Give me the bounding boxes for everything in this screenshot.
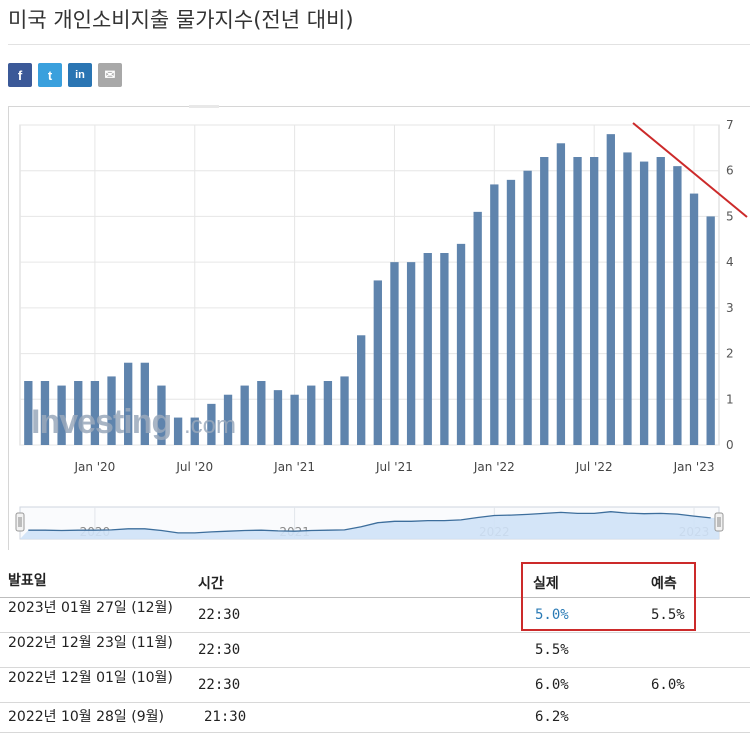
header-time[interactable]: 시간 (198, 576, 224, 592)
header-forecast[interactable]: 예측 (651, 576, 677, 592)
linkedin-icon[interactable]: in (68, 63, 92, 87)
bar (323, 381, 333, 445)
twitter-icon[interactable]: t (38, 63, 62, 87)
table-row: 2022년 12월 01일 (10월) 22:30 6.0% 6.0% (0, 668, 750, 703)
bar (606, 134, 615, 445)
row-forecast: 6.0% (651, 677, 685, 693)
header-date[interactable]: 발표일 (8, 573, 47, 589)
row-time: 22:30 (198, 607, 241, 623)
watermark-logo: Investing (31, 403, 171, 441)
email-icon[interactable]: ✉ (98, 63, 122, 87)
bar (340, 376, 349, 445)
bar (590, 157, 599, 445)
bar (623, 152, 632, 445)
bar (107, 376, 116, 445)
bar (357, 335, 366, 445)
chart-tab-handle (189, 105, 219, 108)
table-header-row: 발표일 시간 실제 예측 (0, 566, 750, 598)
y-tick-label: 6 (726, 164, 734, 178)
navigator-handle-left[interactable] (15, 512, 25, 532)
bar (273, 390, 283, 445)
y-tick-label: 0 (726, 438, 734, 452)
bar (124, 362, 133, 445)
bar (473, 211, 482, 445)
share-bar: f t in ✉ (8, 63, 122, 87)
bar (490, 184, 499, 445)
page-title: 미국 개인소비지출 물가지수(전년 대비) (8, 8, 354, 32)
x-tick-label: Jul '20 (175, 460, 213, 474)
table-row: 2022년 12월 23일 (11월) 22:30 5.5% (0, 633, 750, 668)
bar (540, 157, 549, 445)
row-time: 21:30 (204, 709, 247, 725)
row-date: 2022년 12월 01일 (10월) (8, 670, 173, 686)
bar (673, 166, 682, 445)
y-tick-label: 5 (726, 209, 734, 223)
table-row: 2022년 10월 28일 (9월) 21:30 6.2% (0, 703, 750, 733)
watermark-logo-suffix: .com (184, 412, 236, 439)
bar (257, 381, 266, 445)
bar (573, 157, 582, 445)
row-time: 22:30 (198, 677, 241, 693)
title-divider (8, 44, 750, 45)
annotation-line (632, 122, 748, 218)
bar (74, 381, 83, 445)
x-tick-label: Jul '22 (575, 460, 613, 474)
x-tick-label: Jan '21 (273, 460, 315, 474)
bar (406, 262, 416, 445)
release-table: 발표일 시간 실제 예측 2023년 01월 27일 (12월) 22:30 5… (0, 566, 750, 733)
pce-bar-chart: 0 1 2 3 4 5 6 7 Jan '20 Jul '20 Jan '21 Jul '21 Jan … (15, 118, 748, 540)
actual-forecast-highlight (521, 562, 696, 631)
bar (639, 161, 649, 446)
row-forecast: 5.5% (651, 607, 685, 623)
y-tick-label: 2 (726, 347, 734, 361)
row-date: 2022년 12월 23일 (11월) (8, 635, 173, 651)
bar (456, 243, 466, 445)
row-actual: 6.2% (535, 709, 569, 725)
bar (689, 193, 699, 445)
bar (390, 262, 399, 445)
bar (506, 179, 516, 445)
bar (24, 381, 33, 445)
y-tick-label: 3 (726, 301, 734, 315)
y-tick-label: 1 (726, 392, 734, 406)
x-tick-label: Jul '21 (375, 460, 413, 474)
bar (90, 381, 100, 445)
bar (556, 143, 566, 445)
x-tick-label: Jan '20 (73, 460, 115, 474)
bar (240, 385, 249, 445)
table-row: 2023년 01월 27일 (12월) 22:30 5.0% 5.5% (0, 598, 750, 633)
bar (190, 417, 199, 445)
header-actual[interactable]: 실제 (533, 576, 559, 592)
facebook-icon[interactable]: f (8, 63, 32, 87)
x-tick-label: Jan '22 (473, 460, 515, 474)
bar (290, 394, 299, 445)
bar (523, 170, 532, 445)
bar (40, 381, 50, 445)
bar (706, 216, 715, 445)
row-actual: 6.0% (535, 677, 569, 693)
x-tick-label: Jan '23 (673, 460, 715, 474)
row-actual[interactable]: 5.0% (535, 607, 569, 623)
bar (223, 394, 233, 445)
chart-panel: 0 1 2 3 4 5 6 7 Jan '20 Jul '20 Jan '21 Jul '21 Jan … (8, 105, 750, 550)
bar (157, 385, 166, 445)
row-time: 22:30 (198, 642, 241, 658)
bar (57, 385, 66, 445)
bar (173, 417, 183, 445)
bar (207, 403, 216, 445)
y-tick-label: 7 (726, 118, 734, 132)
row-actual: 5.5% (535, 642, 569, 658)
y-tick-label: 4 (726, 255, 734, 269)
row-date: 2022년 10월 28일 (9월) (8, 709, 164, 725)
bar (440, 253, 449, 445)
bar (140, 362, 149, 445)
bar (307, 385, 316, 445)
row-date: 2023년 01월 27일 (12월) (8, 600, 173, 616)
bar (423, 253, 432, 445)
navigator-line (28, 511, 711, 534)
bar (373, 280, 382, 445)
navigator-handle-right[interactable] (714, 512, 724, 532)
bar (656, 157, 665, 445)
